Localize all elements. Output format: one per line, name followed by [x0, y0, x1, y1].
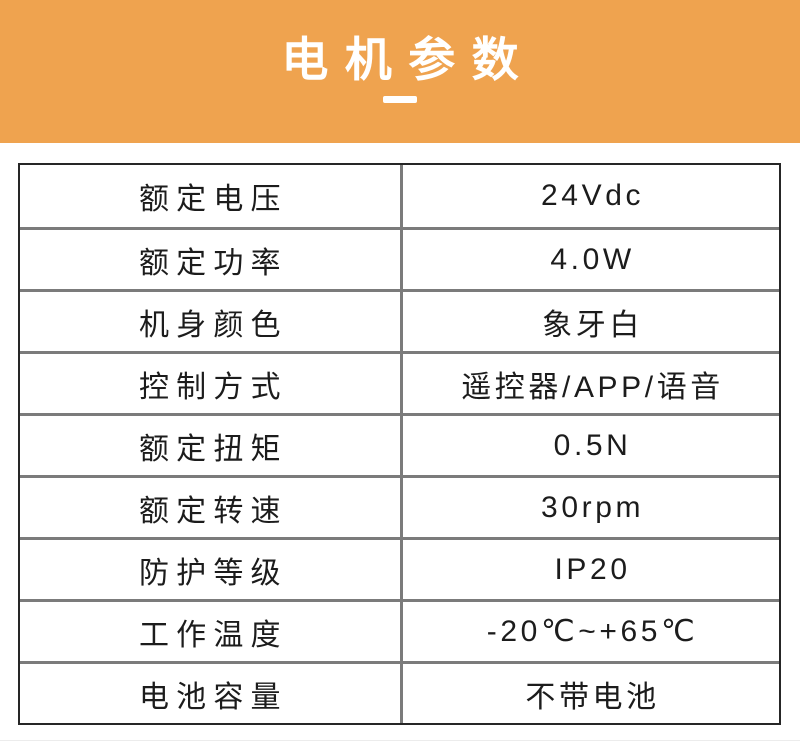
spec-label: 额定转速 — [20, 478, 403, 537]
spec-label: 电池容量 — [20, 664, 403, 723]
spec-value: 不带电池 — [525, 680, 660, 714]
table-row: 电池容量 不带电池 — [20, 661, 779, 723]
spec-label: 机身颜色 — [20, 292, 403, 351]
title-underline — [383, 95, 417, 103]
table-row: 机身颜色 象牙白 — [20, 289, 779, 351]
spec-label: 额定电压 — [20, 165, 403, 227]
spec-label: 控制方式 — [20, 354, 403, 413]
table-row: 额定转速 30rpm — [20, 475, 779, 537]
spec-value: 遥控器/APP/语音 — [461, 370, 724, 404]
spec-label: 防护等级 — [20, 540, 403, 599]
table-row: 额定功率 4.0W — [20, 227, 779, 289]
spec-label: 额定扭矩 — [20, 416, 403, 475]
table-row: 工作温度 -20℃~+65℃ — [20, 599, 779, 661]
table-row: 防护等级 IP20 — [20, 537, 779, 599]
spec-value: 0.5N — [553, 428, 632, 462]
page-title: 电机参数 — [281, 33, 536, 86]
spec-value: 24Vdc — [541, 179, 645, 212]
spec-label: 额定功率 — [20, 230, 403, 289]
spec-value: 4.0W — [550, 242, 635, 276]
table-row: 控制方式 遥控器/APP/语音 — [20, 351, 779, 413]
spec-value: IP20 — [554, 552, 631, 586]
spec-table: 额定电压 24Vdc 额定功率 4.0W 机身颜色 象牙白 控制方式 遥控器/A… — [18, 163, 781, 725]
table-row: 额定扭矩 0.5N — [20, 413, 779, 475]
table-row: 额定电压 24Vdc — [20, 165, 779, 227]
spec-value: 象牙白 — [542, 308, 643, 342]
spec-value: 30rpm — [541, 490, 645, 524]
header-banner: 电机参数 — [0, 0, 800, 143]
spec-label: 工作温度 — [20, 602, 403, 661]
spec-value: -20℃~+65℃ — [486, 615, 699, 648]
